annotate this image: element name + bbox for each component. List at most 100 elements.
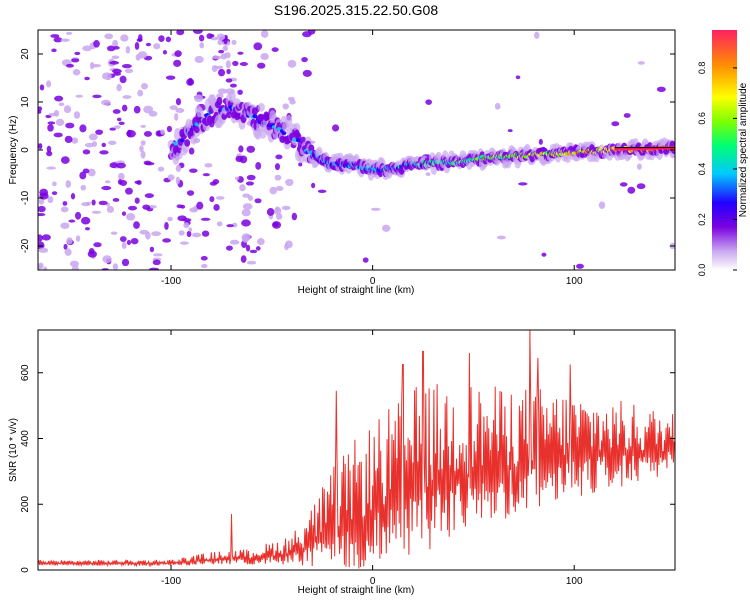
- spectrum-speckle: [50, 34, 60, 38]
- spectrum-speckle: [46, 145, 52, 153]
- spectrum-speckle: [127, 205, 138, 211]
- spectrum-speckle: [541, 252, 547, 257]
- spectrum-speckle: [121, 64, 132, 69]
- spectrum-speckle: [60, 156, 70, 164]
- spectrum-speckle: [215, 196, 225, 200]
- spectrum-speckle: [189, 168, 198, 173]
- spectrum-speckle: [119, 236, 127, 243]
- spectrum-speckle: [125, 213, 136, 221]
- spectrum-speckle: [174, 50, 182, 57]
- snr-series: [38, 330, 675, 569]
- x-tick-label: 0: [370, 576, 376, 587]
- spectrum-max: [648, 146, 652, 150]
- spectrum-speckle: [145, 42, 152, 47]
- spectrum-speckle: [194, 55, 204, 64]
- spectrum-speckle: [298, 162, 303, 167]
- spectrum-speckle: [151, 231, 162, 237]
- spectrum-speckle: [64, 135, 73, 144]
- spectrum-max: [636, 147, 640, 151]
- spectrum-speckle: [126, 129, 132, 138]
- spectrum-speckle: [38, 234, 43, 242]
- spectrum-speckle: [179, 241, 189, 245]
- spectrum-speckle: [211, 65, 218, 72]
- x-tick-label: -100: [161, 576, 181, 587]
- spectrum-speckle: [38, 262, 44, 270]
- spectrum-speckle: [95, 129, 104, 135]
- chart-title: S196.2025.315.22.50.G08: [274, 2, 438, 18]
- spectrum-speckle: [112, 46, 120, 50]
- y-tick-label: 0: [20, 147, 31, 153]
- spectrum-speckle: [237, 51, 244, 55]
- spectrum-speckle: [216, 33, 226, 41]
- spectrum-speckle: [257, 238, 265, 246]
- spectrum-max: [650, 146, 654, 150]
- spectrum-speckle: [140, 124, 146, 128]
- spectrum-speckle: [148, 205, 157, 209]
- spectrum-speckle: [110, 231, 118, 235]
- spectrum-speckle: [85, 227, 90, 231]
- spectrum-speckle: [281, 205, 291, 211]
- spectrum-speckle: [133, 105, 141, 114]
- colorbar-tick-label: 0.6: [697, 112, 707, 125]
- spectrum-max: [654, 146, 658, 150]
- spectrum-speckle: [204, 163, 213, 168]
- spectrum-speckle: [139, 145, 144, 153]
- spectrum-speckle: [143, 160, 152, 166]
- spectrum-speckle: [38, 205, 46, 213]
- spectrum-speckle: [166, 125, 173, 133]
- spectrum-speckle: [302, 31, 312, 38]
- spectrum-speckle: [79, 171, 87, 180]
- spectrum-speckle: [101, 185, 112, 191]
- spectrum-speckle: [246, 260, 257, 265]
- spectrum-speckle: [58, 102, 65, 107]
- spectrum-speckle: [66, 237, 73, 245]
- spectrum-speckle: [291, 212, 298, 221]
- spectrum-speckle: [38, 247, 49, 253]
- spectrum-speckle: [66, 31, 73, 36]
- spectrum-speckle: [198, 34, 205, 42]
- spectrum-speckle: [226, 224, 234, 228]
- spectrum-speckle: [73, 111, 81, 119]
- spectrum-speckle: [623, 113, 631, 118]
- spectrum-speckle: [106, 45, 116, 52]
- spectrum-speckle: [175, 164, 182, 173]
- spectrum-speckle: [125, 187, 133, 195]
- spectrum-speckle: [65, 180, 72, 188]
- spectrum-speckle: [229, 83, 237, 88]
- spectrum-max: [624, 147, 628, 151]
- spectrum-speckle: [157, 166, 165, 172]
- spectrum-speckle: [217, 68, 226, 77]
- spectrum-max: [614, 147, 618, 151]
- spectrum-speckle: [202, 173, 210, 177]
- spectrum-speckle: [257, 62, 266, 69]
- spectrum-speckle: [38, 143, 43, 150]
- spectrum-speckle: [104, 180, 111, 184]
- spectrum-max: [638, 147, 642, 151]
- spectrum-speckle: [245, 244, 251, 252]
- spectrum-speckle: [91, 210, 102, 214]
- spectrum-speckle: [82, 168, 90, 174]
- spectrum-speckle: [153, 253, 163, 257]
- spectrum-speckle: [186, 230, 192, 238]
- spectrum-speckle: [122, 95, 132, 100]
- spectrum-speckle: [160, 129, 165, 135]
- spectrum-speckle: [39, 84, 45, 91]
- spectrum-speckle: [165, 36, 172, 43]
- colorbar-label: Normalized spectral amplitude: [738, 82, 749, 217]
- spectrum-speckle: [38, 197, 45, 205]
- spectrum-speckle: [137, 89, 144, 97]
- spectrum-speckle: [88, 133, 98, 141]
- spectrum-speckle: [274, 174, 282, 181]
- spectrum-max: [620, 147, 624, 151]
- spectrum-speckle: [515, 75, 521, 80]
- spectrum-speckle: [144, 193, 154, 199]
- spectrum-halo: [175, 151, 183, 160]
- spectrum-speckle: [149, 267, 159, 270]
- snr-x-ticks: -100 0 100: [161, 330, 583, 587]
- spectrum-speckle: [79, 124, 87, 133]
- spectrum-speckle: [165, 75, 176, 80]
- spectrum-speckle: [71, 265, 79, 270]
- spectrum-speckle: [39, 192, 49, 200]
- spectrum-speckle: [53, 37, 63, 43]
- spectrum-speckle: [287, 59, 297, 68]
